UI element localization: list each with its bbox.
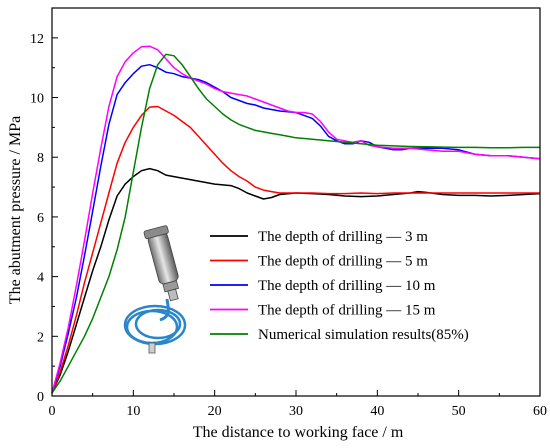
x-tick-label: 50 xyxy=(452,404,466,419)
y-tick-label: 2 xyxy=(37,330,44,345)
series-line-5 xyxy=(51,53,540,394)
y-tick-label: 6 xyxy=(37,211,44,226)
y-tick-label: 0 xyxy=(37,390,44,405)
legend-label-3: The depth of drilling — 10 m xyxy=(258,278,436,294)
legend-label-5: Numerical simulation results(85%) xyxy=(258,327,469,343)
x-tick-label: 0 xyxy=(49,404,56,419)
y-tick-label: 10 xyxy=(30,92,44,107)
drilling-stress-sensor-picture xyxy=(123,225,187,354)
coiled-hose xyxy=(123,298,187,354)
y-tick-label: 8 xyxy=(37,151,44,166)
y-axis-title: The abutment pressure / MPa xyxy=(7,116,24,304)
hose-connector xyxy=(148,342,156,354)
x-tick-label: 40 xyxy=(370,404,384,419)
x-tick-label: 30 xyxy=(289,404,303,419)
legend: The depth of drilling — 3 m The depth of … xyxy=(210,229,469,343)
series-line-2 xyxy=(51,105,540,394)
y-tick-label: 12 xyxy=(30,32,44,47)
x-tick-label: 20 xyxy=(208,404,222,419)
axes-layer: 0 10 20 30 40 50 60 0 2 4 6 8 10 12 xyxy=(30,7,547,419)
x-tick-label: 60 xyxy=(533,404,547,419)
legend-label-1: The depth of drilling — 3 m xyxy=(258,229,428,245)
series-layer xyxy=(51,45,541,394)
sensor-body xyxy=(143,225,179,302)
legend-label-4: The depth of drilling — 15 m xyxy=(258,303,436,319)
x-tick-label: 10 xyxy=(126,404,140,419)
series-line-4 xyxy=(51,45,541,394)
y-tick-label: 4 xyxy=(37,271,44,286)
legend-label-2: The depth of drilling — 5 m xyxy=(258,254,428,270)
x-axis-title: The distance to working face / m xyxy=(193,424,404,441)
